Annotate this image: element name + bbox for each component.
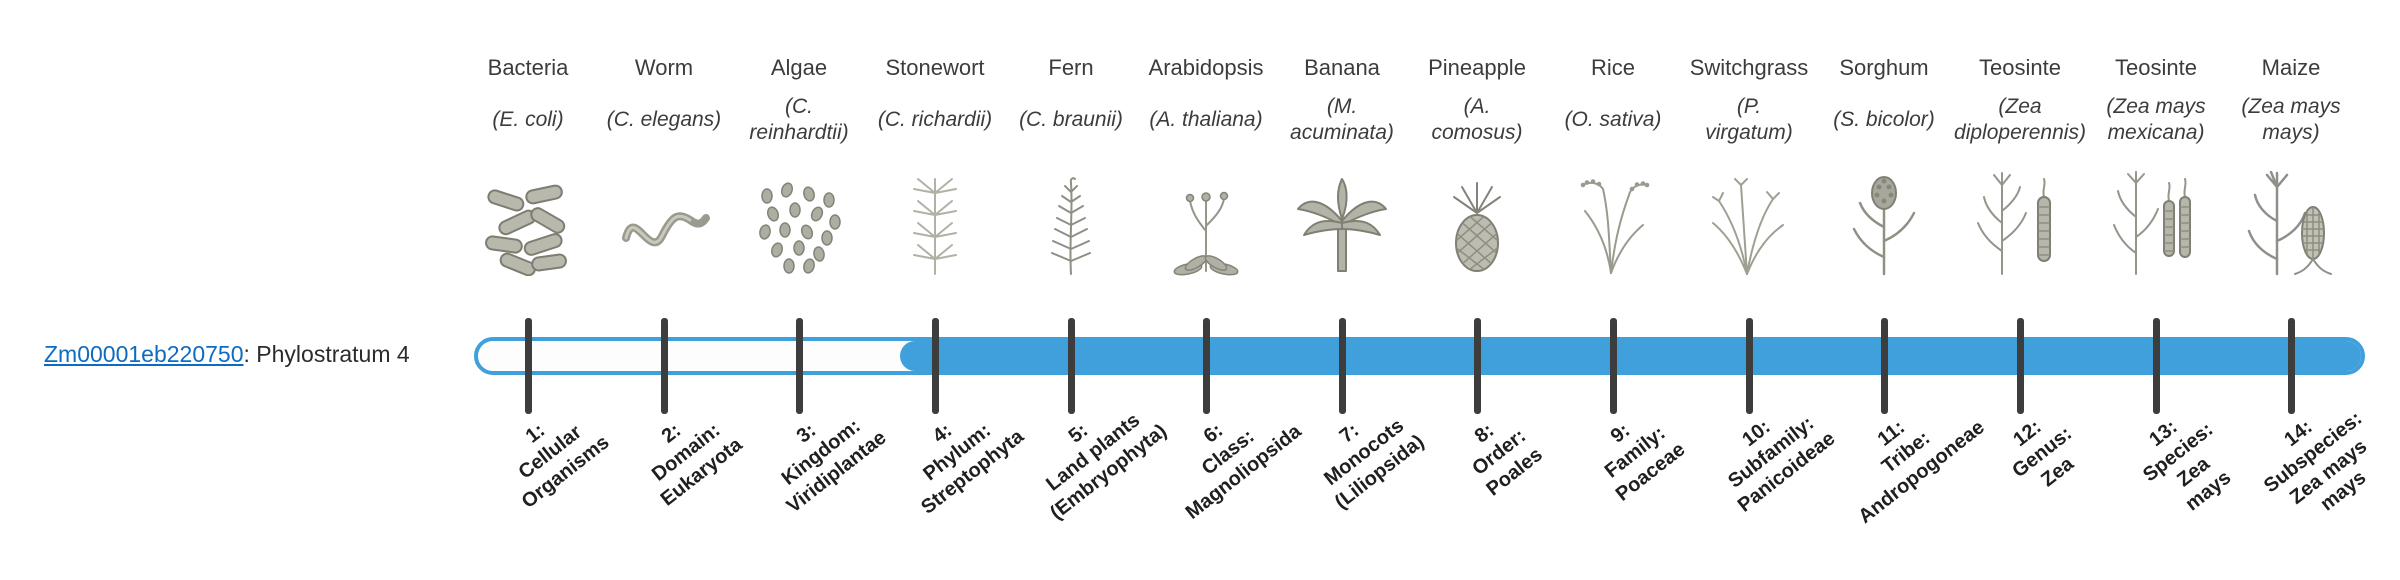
species-column-worm: Worm (C. elegans) <box>576 54 752 276</box>
species-column-rice: Rice (O. sativa) <box>1525 54 1701 276</box>
species-common-name: Teosinte <box>1979 55 2061 80</box>
species-common-name: Arabidopsis <box>1148 55 1264 80</box>
species-common-name: Teosinte <box>2115 55 2197 80</box>
species-scientific-name: (M. acuminata) <box>1290 95 1394 144</box>
species-column-teosinte-diploperennis: Teosinte (Zea diploperennis) <box>1932 54 2108 276</box>
species-scientific-name: (P. virgatum) <box>1705 95 1793 144</box>
gene-id-link[interactable]: Zm00001eb220750 <box>44 341 244 367</box>
algae-illustration <box>711 154 887 276</box>
species-column-fern: Fern (C. braunii) <box>983 54 1159 276</box>
species-column-stonewort: Stonewort (C. richardii) <box>847 54 1023 276</box>
sorghum-illustration <box>1796 154 1972 276</box>
species-column-switchgrass: Switchgrass (P. virgatum) <box>1661 54 1837 276</box>
species-scientific-name: (C. richardii) <box>877 108 993 132</box>
species-common-name: Maize <box>2261 55 2321 80</box>
gene-label: Zm00001eb220750: Phylostratum 4 <box>44 341 410 368</box>
species-scientific-name: (C. elegans) <box>606 108 722 132</box>
species-common-name: Stonewort <box>885 55 985 80</box>
tick-6 <box>1203 318 1210 414</box>
teosinte-mexicana-illustration <box>2068 154 2244 276</box>
species-scientific-name: (E. coli) <box>492 108 564 132</box>
species-common-name: Rice <box>1590 55 1635 80</box>
species-common-name: Fern <box>1048 55 1094 80</box>
banana-illustration <box>1254 154 1430 276</box>
rice-illustration <box>1525 154 1701 276</box>
species-common-name: Sorghum <box>1839 55 1929 80</box>
species-common-name: Banana <box>1304 55 1380 80</box>
species-scientific-name: (Zea mays mexicana) <box>2106 95 2206 144</box>
species-scientific-name: (C. reinhardtii) <box>749 95 849 144</box>
species-column-algae: Algae (C. reinhardtii) <box>711 54 887 276</box>
species-common-name: Switchgrass <box>1689 55 1809 80</box>
pineapple-illustration <box>1389 154 1565 276</box>
tick-13 <box>2153 318 2160 414</box>
species-column-pineapple: Pineapple (A. comosus) <box>1389 54 1565 276</box>
worm-illustration <box>576 154 752 276</box>
stonewort-illustration <box>847 154 1023 276</box>
species-scientific-name: (O. sativa) <box>1564 108 1662 132</box>
species-scientific-name: (A. thaliana) <box>1149 108 1263 132</box>
tick-14 <box>2288 318 2295 414</box>
species-scientific-name: (C. braunii) <box>1019 108 1123 132</box>
maize-illustration <box>2203 154 2379 276</box>
species-column-arabidopsis: Arabidopsis (A. thaliana) <box>1118 54 1294 276</box>
species-column-maize: Maize (Zea mays mays) <box>2203 54 2379 276</box>
tick-3 <box>796 318 803 414</box>
fern-illustration <box>983 154 1159 276</box>
tick-1 <box>525 318 532 414</box>
tick-9 <box>1610 318 1617 414</box>
switchgrass-illustration <box>1661 154 1837 276</box>
tick-4 <box>932 318 939 414</box>
species-scientific-name: (Zea mays mays) <box>2241 95 2341 144</box>
tick-7 <box>1339 318 1346 414</box>
tick-10 <box>1746 318 1753 414</box>
tick-8 <box>1474 318 1481 414</box>
species-common-name: Pineapple <box>1428 55 1526 80</box>
phylostratum-bar-track <box>474 337 2365 375</box>
tick-11 <box>1881 318 1888 414</box>
species-scientific-name: (S. bicolor) <box>1833 108 1935 132</box>
species-column-teosinte-mexicana: Teosinte (Zea mays mexicana) <box>2068 54 2244 276</box>
species-column-sorghum: Sorghum (S. bicolor) <box>1796 54 1972 276</box>
species-scientific-name: (A. comosus) <box>1431 95 1523 144</box>
bacteria-illustration <box>440 154 616 276</box>
phylostratum-bar-fill <box>900 341 2361 371</box>
species-common-name: Worm <box>634 55 694 80</box>
teosinte-diploperennis-illustration <box>1932 154 2108 276</box>
species-column-bacteria: Bacteria (E. coli) <box>440 54 616 276</box>
species-common-name: Algae <box>770 55 828 80</box>
arabidopsis-illustration <box>1118 154 1294 276</box>
phylostratum-text: : Phylostratum 4 <box>243 341 410 367</box>
tick-12 <box>2017 318 2024 414</box>
tick-5 <box>1068 318 1075 414</box>
species-common-name: Bacteria <box>487 55 569 80</box>
species-column-banana: Banana (M. acuminata) <box>1254 54 1430 276</box>
tick-2 <box>661 318 668 414</box>
species-scientific-name: (Zea diploperennis) <box>1954 95 2086 144</box>
